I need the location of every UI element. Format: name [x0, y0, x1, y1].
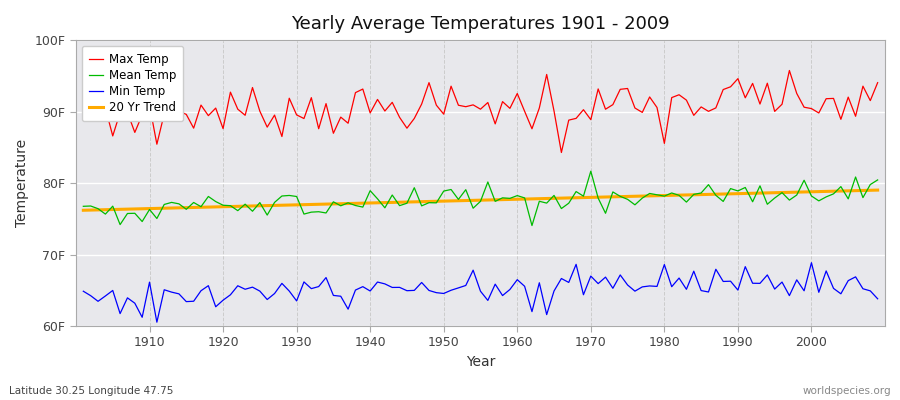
Line: Min Temp: Min Temp — [84, 263, 878, 322]
20 Yr Trend — [343, 201, 354, 206]
X-axis label: Year: Year — [466, 355, 495, 369]
Mean Temp — [526, 223, 537, 228]
Line: Max Temp: Max Temp — [84, 70, 878, 152]
Mean Temp — [343, 200, 354, 205]
Max Temp — [299, 116, 310, 121]
Mean Temp — [512, 193, 523, 198]
Max Temp — [784, 68, 795, 73]
Max Temp — [512, 91, 523, 96]
Max Temp — [556, 150, 567, 155]
Line: 20 Yr Trend: 20 Yr Trend — [84, 190, 878, 210]
Min Temp — [306, 286, 317, 291]
Title: Yearly Average Temperatures 1901 - 2009: Yearly Average Temperatures 1901 - 2009 — [292, 15, 670, 33]
Min Temp — [78, 289, 89, 294]
20 Yr Trend — [600, 195, 611, 200]
20 Yr Trend — [78, 208, 89, 213]
Max Temp — [137, 112, 148, 117]
Mean Temp — [615, 194, 626, 199]
20 Yr Trend — [512, 197, 523, 202]
Text: Latitude 30.25 Longitude 47.75: Latitude 30.25 Longitude 47.75 — [9, 386, 174, 396]
Min Temp — [151, 320, 162, 324]
Mean Temp — [872, 178, 883, 182]
Mean Temp — [137, 219, 148, 224]
Min Temp — [137, 315, 148, 320]
Min Temp — [608, 286, 618, 291]
Max Temp — [608, 102, 618, 107]
Mean Temp — [585, 169, 596, 174]
Min Temp — [512, 277, 523, 282]
Y-axis label: Temperature: Temperature — [15, 139, 29, 227]
20 Yr Trend — [137, 206, 148, 211]
Min Temp — [872, 296, 883, 301]
Mean Temp — [299, 212, 310, 216]
Mean Temp — [505, 196, 516, 201]
Min Temp — [519, 284, 530, 289]
20 Yr Trend — [299, 202, 310, 207]
Legend: Max Temp, Mean Temp, Min Temp, 20 Yr Trend: Max Temp, Mean Temp, Min Temp, 20 Yr Tre… — [82, 46, 184, 121]
Min Temp — [350, 288, 361, 292]
Max Temp — [505, 106, 516, 111]
20 Yr Trend — [505, 197, 516, 202]
Max Temp — [78, 95, 89, 100]
20 Yr Trend — [872, 188, 883, 192]
Max Temp — [343, 121, 354, 126]
Line: Mean Temp: Mean Temp — [84, 171, 878, 226]
Mean Temp — [78, 204, 89, 209]
Max Temp — [872, 80, 883, 85]
Text: worldspecies.org: worldspecies.org — [803, 386, 891, 396]
Min Temp — [806, 260, 817, 265]
